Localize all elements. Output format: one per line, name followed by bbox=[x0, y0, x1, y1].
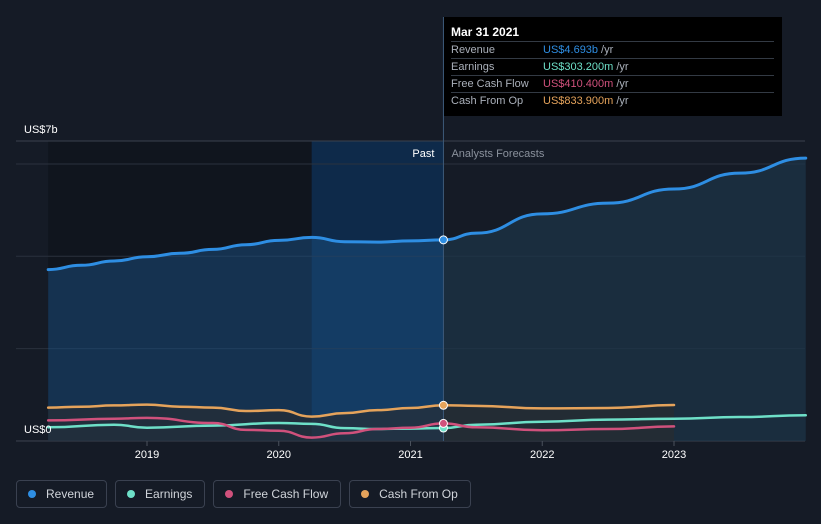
y-label-top: US$7b bbox=[24, 124, 58, 136]
legend-dot-icon bbox=[361, 490, 370, 498]
cash-from-op-area bbox=[48, 404, 674, 441]
tooltip-date: Mar 31 2021 bbox=[451, 25, 520, 39]
tooltip-row-free-cash-flow: Free Cash Flow US$410.400m /yr bbox=[451, 75, 774, 92]
x-tick-label: 2021 bbox=[398, 449, 422, 461]
legend: Revenue Earnings Free Cash Flow Cash Fro… bbox=[16, 480, 471, 508]
tooltip-label: Cash From Op bbox=[451, 95, 524, 107]
tooltip-unit: /yr bbox=[616, 61, 629, 73]
tooltip-value: US$833.900m bbox=[543, 95, 614, 107]
free-cash-flow-line bbox=[46, 416, 676, 439]
y-label-bottom: US$0 bbox=[24, 424, 52, 436]
past-label: Past bbox=[412, 148, 434, 160]
tooltip-unit: /yr bbox=[616, 78, 629, 90]
legend-item-earnings[interactable]: Earnings bbox=[115, 480, 206, 508]
legend-label: Earnings bbox=[145, 487, 193, 501]
tooltip-row-earnings: Earnings US$303.200m /yr bbox=[451, 58, 774, 75]
legend-label: Cash From Op bbox=[379, 487, 458, 501]
tooltip-label: Free Cash Flow bbox=[451, 78, 529, 90]
x-tick-label: 2020 bbox=[267, 449, 291, 461]
legend-item-cash-from-op[interactable]: Cash From Op bbox=[349, 480, 471, 508]
cash-from-op-marker bbox=[438, 400, 448, 410]
revenue-area-forecast bbox=[443, 158, 806, 441]
legend-dot-icon bbox=[225, 490, 234, 498]
legend-label: Free Cash Flow bbox=[243, 487, 329, 501]
forecast-label: Analysts Forecasts bbox=[451, 148, 544, 160]
legend-dot-icon bbox=[28, 490, 36, 498]
revenue-area-past bbox=[48, 237, 444, 441]
revenue-line bbox=[46, 156, 808, 272]
tooltip-row-revenue: Revenue US$4.693b /yr bbox=[451, 41, 774, 58]
tooltip-label: Revenue bbox=[451, 44, 496, 56]
tooltip-row-cash-from-op: Cash From Op US$833.900m /yr bbox=[451, 92, 774, 109]
tooltip-value: US$410.400m bbox=[543, 78, 614, 90]
tooltip-label: Earnings bbox=[451, 61, 495, 73]
cash-from-op-line bbox=[46, 403, 676, 418]
legend-dot-icon bbox=[127, 490, 136, 498]
legend-item-revenue[interactable]: Revenue bbox=[16, 480, 108, 508]
x-tick-label: 2022 bbox=[530, 449, 554, 461]
tooltip-unit: /yr bbox=[601, 44, 614, 56]
free-cash-flow-marker bbox=[438, 418, 448, 428]
tooltip: Mar 31 2021 Revenue US$4.693b /yr Earnin… bbox=[444, 17, 782, 116]
legend-label: Revenue bbox=[46, 487, 95, 501]
x-tick-label: 2023 bbox=[662, 449, 686, 461]
revenue-marker bbox=[438, 235, 448, 245]
x-tick-label: 2019 bbox=[135, 449, 159, 461]
legend-item-free-cash-flow[interactable]: Free Cash Flow bbox=[213, 480, 342, 508]
tooltip-unit: /yr bbox=[616, 95, 629, 107]
tooltip-value: US$303.200m bbox=[543, 61, 614, 73]
tooltip-value: US$4.693b bbox=[543, 44, 599, 56]
